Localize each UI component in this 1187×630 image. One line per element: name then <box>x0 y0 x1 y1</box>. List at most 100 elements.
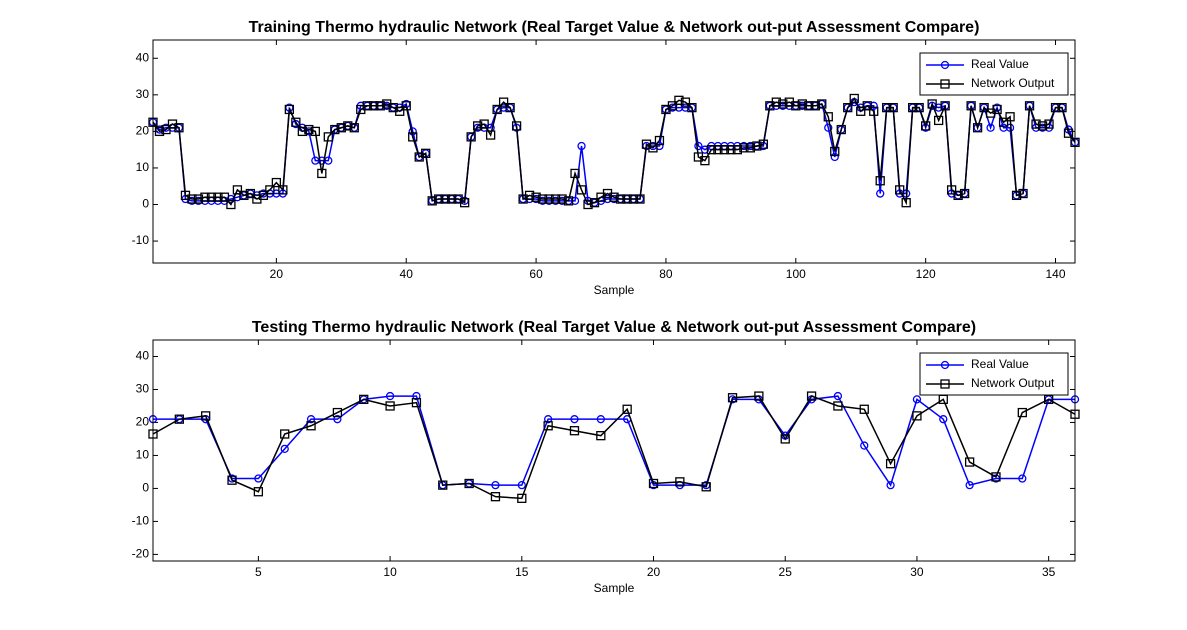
x-tick-label: 20 <box>647 565 661 579</box>
marker <box>385 401 395 411</box>
marker <box>408 132 418 142</box>
marker <box>648 478 659 489</box>
marker <box>306 421 316 431</box>
marker <box>998 117 1009 127</box>
marker <box>174 414 184 424</box>
marker <box>472 121 483 131</box>
marker <box>921 121 931 131</box>
legend-label: Network Output <box>971 76 1055 90</box>
marker <box>280 429 290 439</box>
marker <box>739 143 749 153</box>
marker <box>213 192 223 202</box>
marker <box>576 185 587 195</box>
marker <box>901 198 911 208</box>
marker <box>253 487 264 497</box>
marker <box>940 101 950 111</box>
x-tick-label: 10 <box>383 565 397 579</box>
marker <box>1005 112 1015 122</box>
marker <box>876 189 885 198</box>
legend-marker <box>940 60 950 70</box>
marker <box>349 123 359 133</box>
marker <box>914 102 924 113</box>
marker <box>966 101 976 111</box>
marker <box>411 398 422 408</box>
marker <box>912 395 922 404</box>
marker <box>946 185 957 195</box>
marker <box>485 130 496 140</box>
y-tick-label: 0 <box>142 197 149 211</box>
marker <box>791 101 801 111</box>
marker <box>466 132 476 142</box>
x-tick-label: 20 <box>270 267 284 281</box>
marker <box>375 101 385 111</box>
marker <box>806 391 817 401</box>
marker <box>797 99 807 109</box>
marker <box>498 97 509 107</box>
marker <box>336 123 346 133</box>
marker <box>1031 119 1041 129</box>
legend-label: Real Value <box>971 57 1029 71</box>
marker <box>1024 101 1035 111</box>
legend-marker <box>940 379 950 389</box>
marker <box>965 480 974 490</box>
marker <box>154 126 165 137</box>
marker <box>491 480 500 490</box>
marker <box>885 459 896 469</box>
marker <box>771 97 781 107</box>
marker <box>531 192 541 202</box>
marker <box>933 115 944 126</box>
marker <box>804 101 814 111</box>
marker <box>511 121 522 131</box>
marker <box>304 124 314 135</box>
marker <box>226 199 236 210</box>
marker <box>1037 121 1048 131</box>
marker <box>1044 119 1054 129</box>
marker <box>395 106 405 116</box>
marker <box>278 185 288 195</box>
marker <box>297 126 307 137</box>
marker <box>596 431 606 441</box>
y-tick-label: 40 <box>136 50 150 64</box>
axes-frame <box>152 39 1076 264</box>
marker <box>401 101 411 111</box>
marker <box>862 101 872 111</box>
y-tick-label: 30 <box>136 87 150 101</box>
legend-marker <box>940 79 950 89</box>
marker <box>830 146 840 157</box>
x-tick-label: 25 <box>779 565 793 579</box>
marker <box>1011 190 1022 201</box>
marker <box>570 196 580 206</box>
y-tick-label: -10 <box>132 233 150 247</box>
marker <box>583 199 593 210</box>
marker <box>227 475 237 485</box>
marker <box>780 434 790 444</box>
marker <box>306 415 316 424</box>
x-tick-label: 100 <box>786 267 806 281</box>
y-tick-label: 20 <box>136 415 150 429</box>
x-tick-label: 5 <box>255 565 262 579</box>
marker <box>700 155 710 166</box>
marker <box>517 493 527 503</box>
marker <box>991 472 1001 482</box>
marker <box>927 99 937 109</box>
marker <box>860 441 869 450</box>
marker <box>810 101 820 111</box>
marker <box>193 194 204 204</box>
marker <box>187 194 197 204</box>
marker <box>719 145 730 155</box>
x-axis-label: Sample <box>594 581 635 595</box>
marker <box>447 194 457 204</box>
marker <box>687 102 697 113</box>
marker <box>745 143 756 153</box>
marker <box>953 190 963 201</box>
marker <box>570 415 579 424</box>
marker <box>706 145 717 155</box>
marker <box>284 104 295 115</box>
marker <box>1057 102 1067 113</box>
marker <box>265 185 275 195</box>
marker <box>875 176 885 186</box>
marker <box>628 194 639 204</box>
marker <box>908 102 918 113</box>
marker <box>622 194 632 204</box>
